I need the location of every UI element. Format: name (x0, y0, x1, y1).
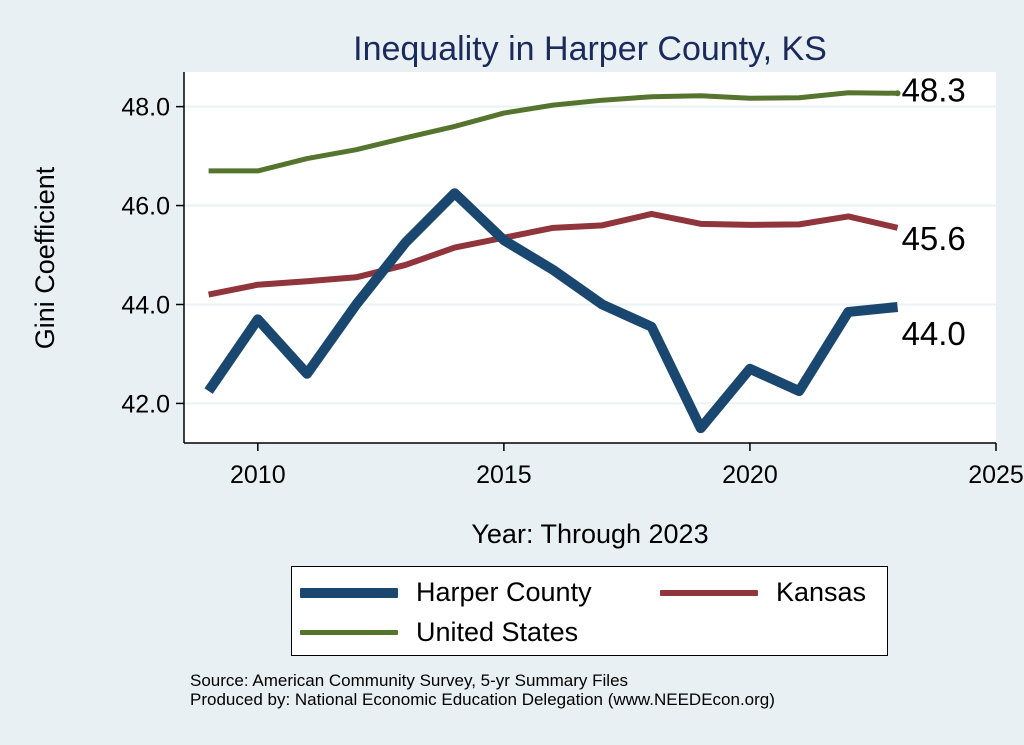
footer: Source: American Community Survey, 5-yr … (190, 671, 775, 709)
y-axis-label: Gini Coefficient (30, 166, 60, 349)
end-label-harper-county: 44.0 (902, 315, 966, 352)
x-axis-label: Year: Through 2023 (471, 519, 708, 549)
legend-label-kansas: Kansas (776, 577, 867, 607)
source-note: Source: American Community Survey, 5-yr … (190, 671, 629, 690)
producer-note: Produced by: National Economic Education… (190, 690, 775, 709)
chart-title: Inequality in Harper County, KS (353, 30, 827, 68)
legend-label-united-states: United States (416, 617, 579, 647)
x-tick-label-2015: 2015 (476, 461, 532, 489)
x-tick-label-2020: 2020 (722, 461, 778, 489)
legend-label-harper-county: Harper County (416, 577, 592, 607)
x-tick-label-2025: 2025 (968, 461, 1024, 489)
plot-area (184, 72, 996, 443)
x-tick-label-2010: 2010 (230, 461, 286, 489)
legend-swatch-united-states (300, 630, 398, 635)
legend-swatch-kansas (660, 589, 758, 596)
y-tick-label-44: 44.0 (121, 291, 170, 319)
end-label-united-states: 48.3 (902, 71, 966, 108)
legend-item-united-states: United States (300, 617, 578, 648)
x-axis-ticks: 2010 2015 2020 2025 (230, 443, 1024, 489)
legend: Harper County Kansas United States (291, 566, 888, 656)
y-axis-ticks: 42.0 44.0 46.0 48.0 (121, 94, 184, 418)
end-label-kansas: 45.6 (902, 220, 966, 257)
legend-item-kansas: Kansas (660, 577, 866, 608)
y-tick-label-46: 46.0 (121, 193, 170, 221)
series-layer: 48.3 45.6 44.0 (204, 71, 966, 434)
y-tick-label-48: 48.0 (121, 94, 170, 122)
grid-lines (184, 105, 996, 405)
data-point-united-states-2023 (894, 90, 901, 97)
y-tick-label-42: 42.0 (121, 390, 170, 418)
legend-item-harper-county: Harper County (300, 577, 592, 608)
legend-swatch-harper-county (300, 587, 398, 598)
